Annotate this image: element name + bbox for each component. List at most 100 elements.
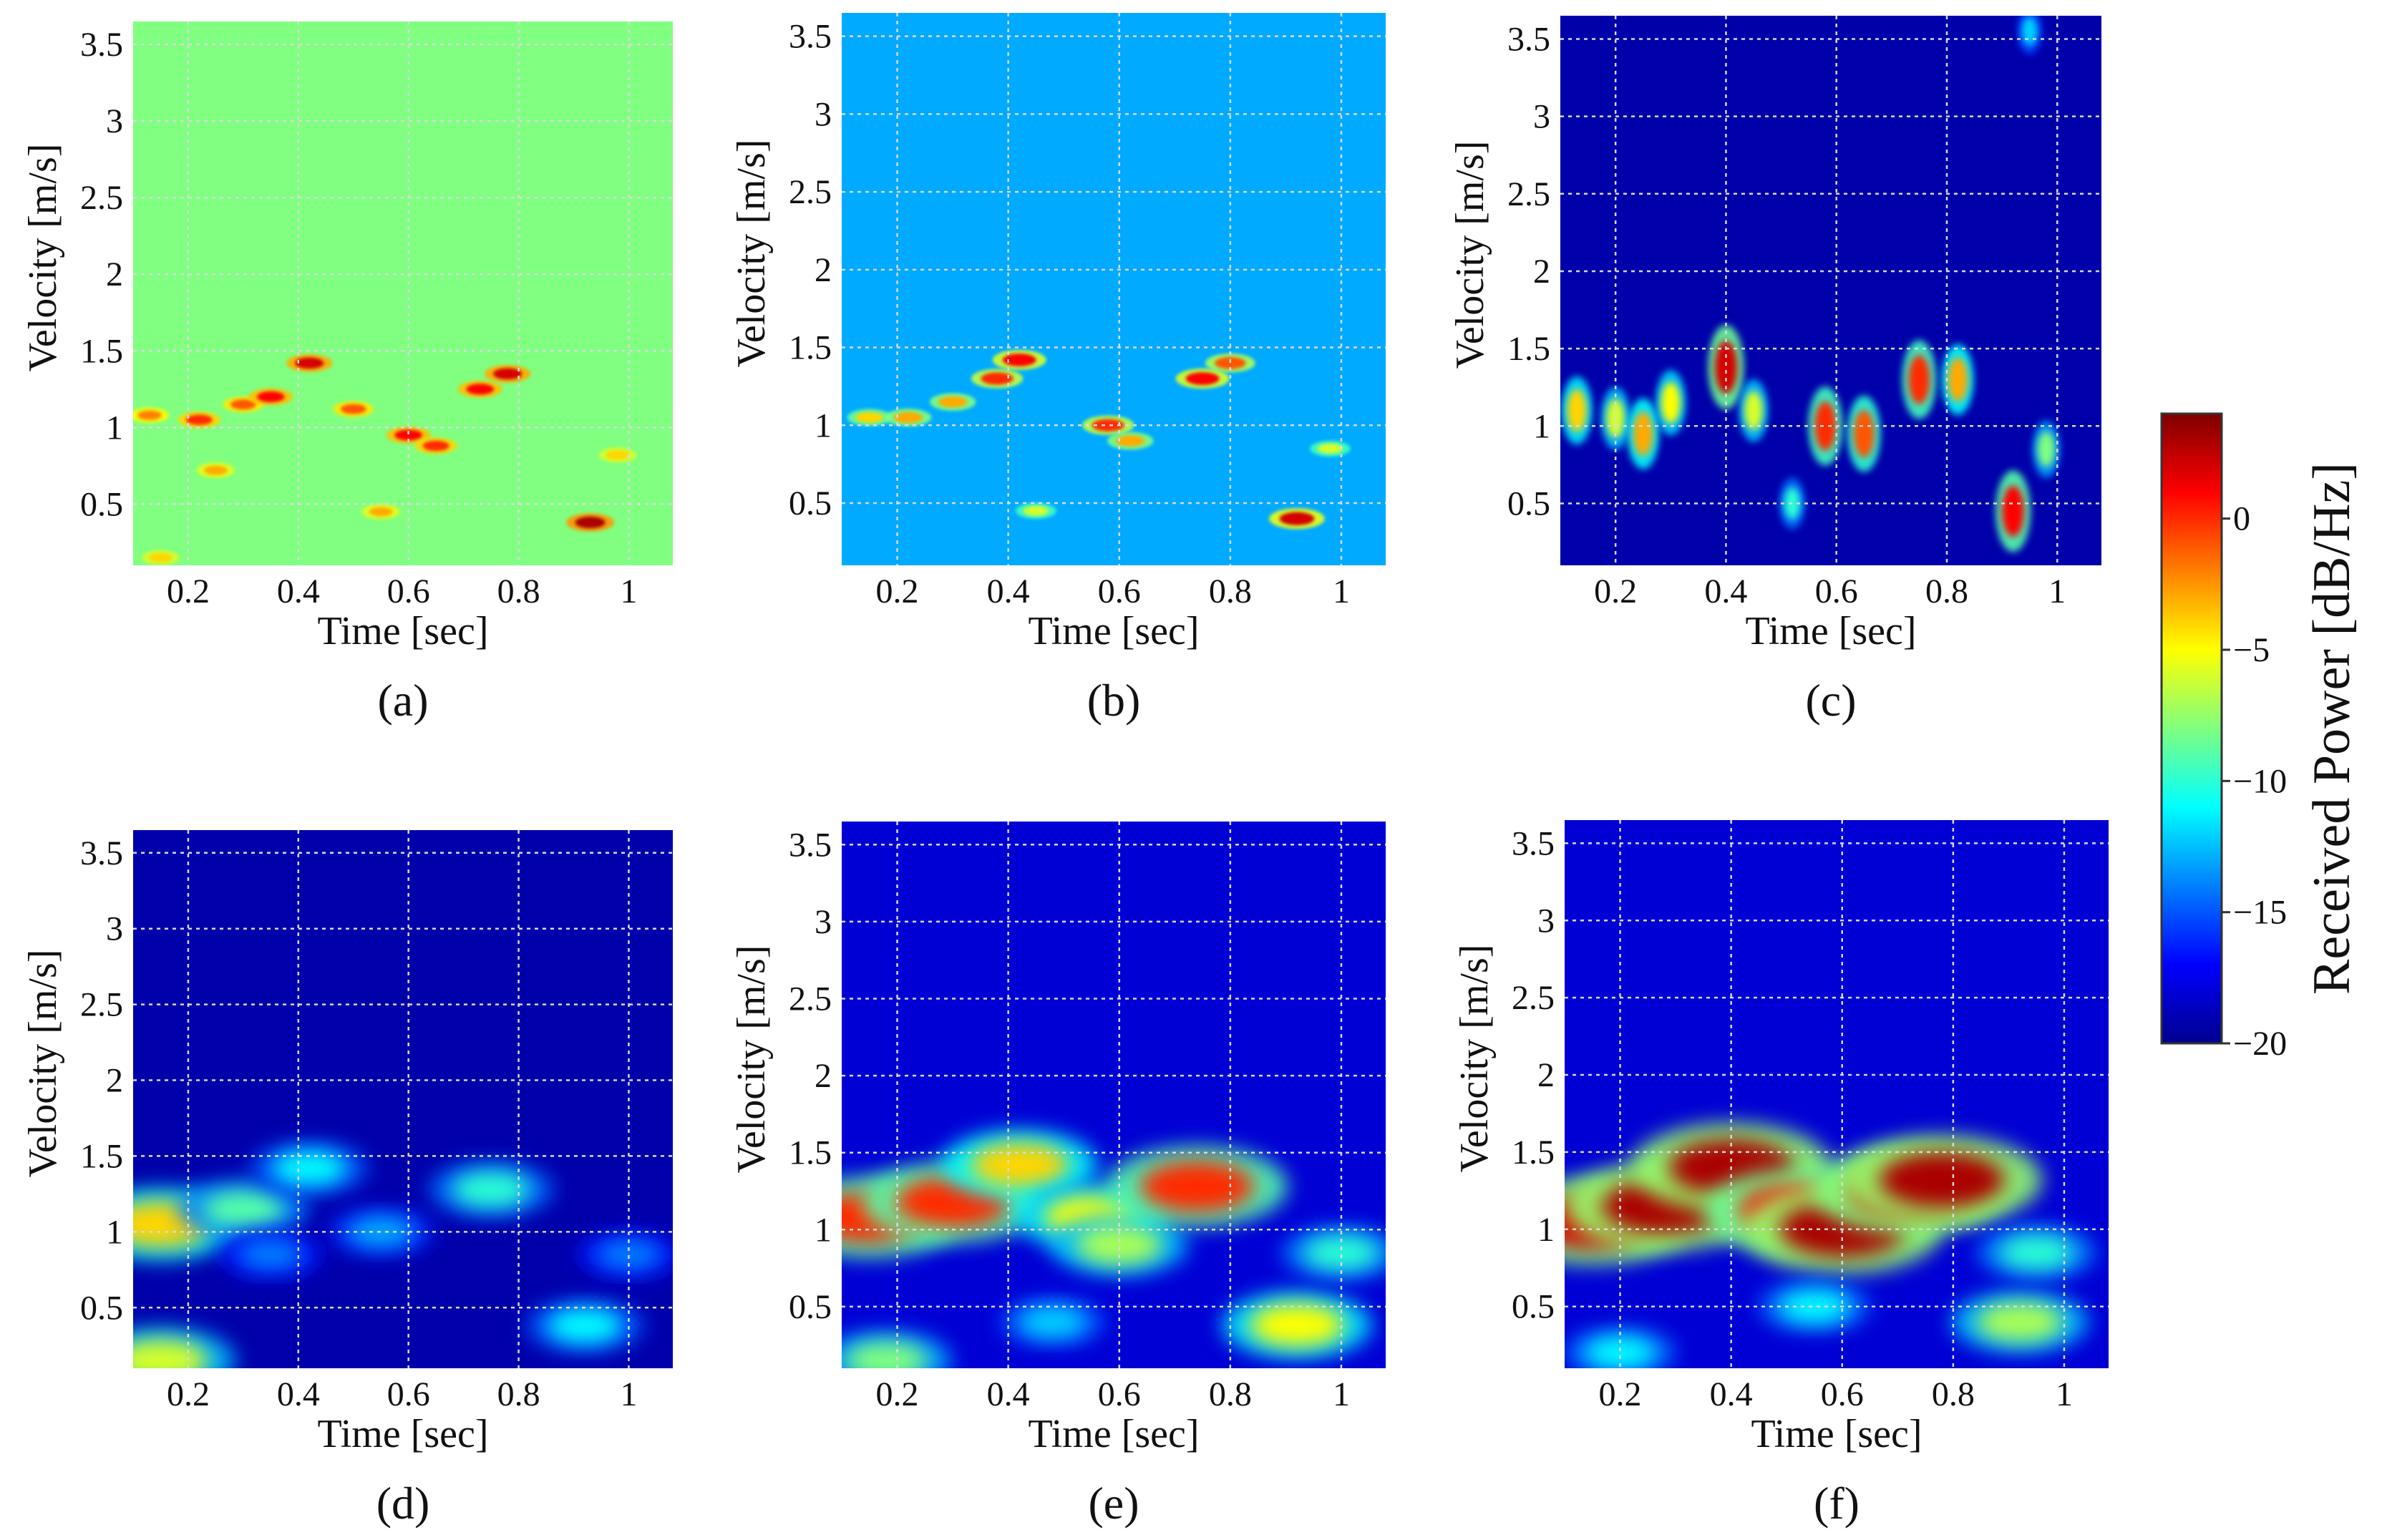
- y-tick-label: 3: [1533, 98, 1550, 136]
- x-tick-label: 0.6: [387, 1375, 430, 1413]
- x-tick-label: 0.8: [1209, 572, 1252, 610]
- x-tick-label: 0.6: [1821, 1375, 1864, 1413]
- x-tick-label: 0.4: [1710, 1375, 1753, 1413]
- heatmap-peak: [1661, 382, 1681, 424]
- y-tick-label: 3.5: [789, 826, 832, 864]
- heatmap-peak: [394, 429, 423, 441]
- heatmap-peak: [230, 399, 256, 410]
- y-tick-label: 1.5: [1512, 1134, 1555, 1171]
- panel-caption: (c): [1805, 675, 1856, 726]
- panel-caption: (d): [376, 1478, 430, 1529]
- heatmap-peak: [1880, 1151, 2005, 1208]
- x-tick-label: 1: [1333, 572, 1350, 610]
- colorbar-tick-label: −5: [2233, 631, 2270, 669]
- x-tick-label: 0.6: [1815, 572, 1858, 610]
- y-axis-label: Velocity [m/s]: [729, 140, 774, 368]
- y-tick-label: 2: [815, 1057, 832, 1095]
- heatmap-field: [133, 354, 637, 565]
- y-tick-label: 3.5: [789, 18, 832, 56]
- y-axis-label: Velocity [m/s]: [21, 950, 65, 1178]
- y-tick-label: 3: [815, 95, 832, 133]
- x-tick-label: 1: [620, 572, 637, 610]
- heatmap-peak: [1567, 389, 1587, 432]
- heatmap-peak: [466, 384, 495, 395]
- heatmap-peak: [1999, 1235, 2074, 1269]
- x-tick-label: 0.6: [1098, 1375, 1141, 1413]
- heatmap-peak: [272, 1151, 347, 1185]
- heatmap-peak: [1250, 1304, 1344, 1347]
- heatmap-peak: [606, 450, 630, 460]
- heatmap-field: [847, 349, 1351, 530]
- y-tick-label: 2: [106, 1062, 123, 1100]
- heatmap-peak: [148, 552, 172, 562]
- y-axis-label: Velocity [m/s]: [21, 144, 65, 372]
- x-tick-label: 0.4: [277, 572, 320, 610]
- heatmap-peak: [855, 411, 884, 423]
- y-axis-label: Velocity [m/s]: [1452, 945, 1497, 1173]
- y-tick-label: 3: [815, 903, 832, 941]
- heatmap-background: [133, 21, 673, 565]
- heatmap-peak: [575, 517, 606, 529]
- y-tick-label: 0.5: [80, 485, 123, 523]
- heatmap-background: [842, 13, 1386, 565]
- heatmap-peak: [1019, 1307, 1087, 1337]
- x-tick-label: 0.8: [1925, 572, 1968, 610]
- x-tick-label: 0.4: [987, 1375, 1030, 1413]
- y-tick-label: 2.5: [80, 179, 123, 217]
- panel-c: 0.2 0.4 0.6 0.8 1 0.5 1 1.5 2 2.5 3 3.5 Time [sec] Ve…: [1448, 16, 2101, 726]
- heatmap-peak: [347, 1217, 414, 1247]
- colorbar-gradient: [2160, 412, 2223, 1045]
- y-tick-label: 0.5: [80, 1289, 123, 1327]
- panel-caption: (e): [1088, 1478, 1139, 1529]
- colorbar-tick-label: −20: [2233, 1025, 2287, 1063]
- x-axis-label: Time [sec]: [317, 609, 488, 653]
- x-tick-label: 0.2: [167, 572, 210, 610]
- y-tick-label: 1.5: [1507, 330, 1550, 368]
- y-tick-label: 3: [106, 910, 123, 948]
- x-tick-label: 0.8: [1932, 1375, 1975, 1413]
- y-axis-label: Velocity [m/s]: [729, 945, 774, 1174]
- x-axis-label: Time [sec]: [1745, 609, 1916, 653]
- y-tick-label: 2: [1537, 1056, 1555, 1094]
- x-axis-label: Time [sec]: [1751, 1412, 1922, 1456]
- heatmap-peak: [1279, 512, 1315, 525]
- y-tick-label: 2.5: [789, 980, 832, 1018]
- y-tick-label: 0.5: [1507, 484, 1550, 522]
- heatmap-peak: [970, 1143, 1069, 1187]
- y-tick-label: 1: [1533, 407, 1550, 445]
- y-tick-label: 3.5: [80, 834, 123, 872]
- x-tick-label: 0.2: [876, 1375, 919, 1413]
- heatmap-peak: [1076, 1225, 1162, 1264]
- x-axis-label: Time [sec]: [1028, 1412, 1199, 1456]
- colorbar: 0 −5 −10 −15 −20 Received Power [dB/Hz]: [2160, 412, 2361, 1063]
- x-tick-label: 0.2: [1599, 1375, 1642, 1413]
- heatmap-peak: [845, 1342, 928, 1368]
- heatmap-peak: [133, 1340, 208, 1368]
- y-tick-label: 2.5: [80, 986, 123, 1024]
- heatmap-peak: [1092, 419, 1124, 432]
- heatmap-background: [133, 830, 673, 1368]
- y-tick-label: 1.5: [789, 1134, 832, 1172]
- y-tick-label: 3.5: [1512, 824, 1555, 862]
- y-tick-label: 1: [106, 409, 123, 447]
- heatmap-peak: [256, 391, 285, 402]
- heatmap-peak: [1185, 372, 1220, 385]
- y-tick-label: 2: [815, 251, 832, 289]
- y-tick-label: 1.5: [80, 1137, 123, 1175]
- heatmap-peak: [1215, 357, 1246, 369]
- y-tick-label: 2.5: [1512, 979, 1555, 1017]
- heatmap-peak: [1585, 1337, 1656, 1368]
- grid: [842, 13, 1386, 565]
- heatmap-peak: [1023, 505, 1049, 516]
- heatmap-peak: [185, 414, 213, 425]
- colorbar-label: Received Power [dB/Hz]: [2303, 462, 2361, 995]
- x-axis-label: Time [sec]: [1028, 609, 1199, 653]
- heatmap-peak: [137, 410, 162, 420]
- y-tick-label: 0.5: [1512, 1288, 1555, 1326]
- y-axis-label: Velocity [m/s]: [1448, 141, 1492, 369]
- heatmap-peak: [422, 440, 449, 452]
- panel-group: 0.2 0.4 0.6 0.8 1 0.5 1 1.5 2 2.5 3 3.5 Time [sec] Ve…: [21, 13, 2109, 1529]
- heatmap-peak: [893, 411, 923, 424]
- heatmap-peak: [1948, 357, 1968, 402]
- x-tick-label: 0.4: [1704, 572, 1747, 610]
